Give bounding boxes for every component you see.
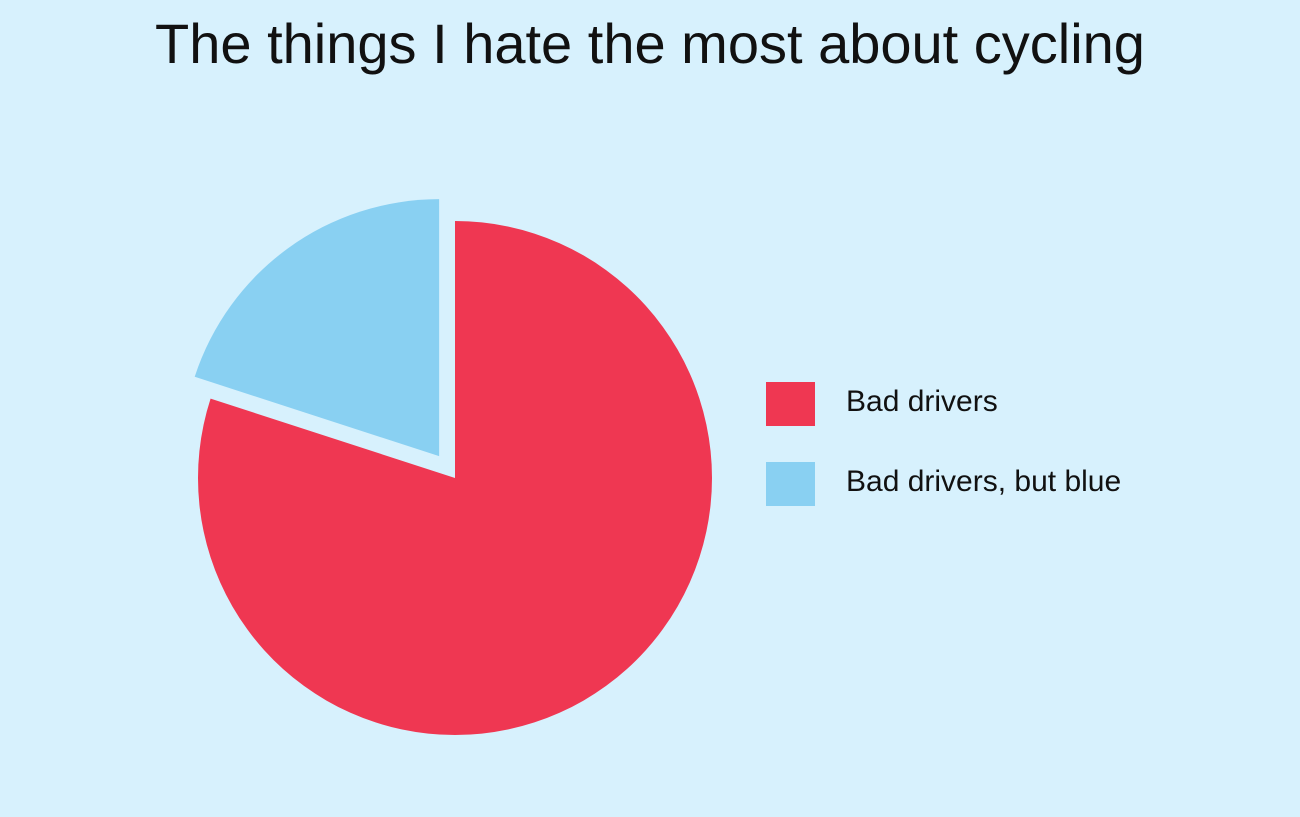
legend-label-bad-drivers-blue: Bad drivers, but blue bbox=[846, 465, 1122, 498]
legend: Bad drivers Bad drivers, but blue bbox=[766, 380, 1126, 540]
legend-swatch-bad-drivers bbox=[766, 382, 815, 426]
legend-label-bad-drivers: Bad drivers bbox=[846, 385, 998, 418]
legend-item-bad-drivers: Bad drivers bbox=[766, 380, 1126, 460]
pie-slice-bad-drivers bbox=[198, 220, 713, 735]
chart-title: The things I hate the most about cycling bbox=[155, 12, 1145, 75]
pie-slice-bad-drivers-but-blue bbox=[194, 199, 440, 457]
legend-swatch-bad-drivers-blue bbox=[766, 462, 815, 506]
legend-item-bad-drivers-blue: Bad drivers, but blue bbox=[766, 460, 1126, 540]
